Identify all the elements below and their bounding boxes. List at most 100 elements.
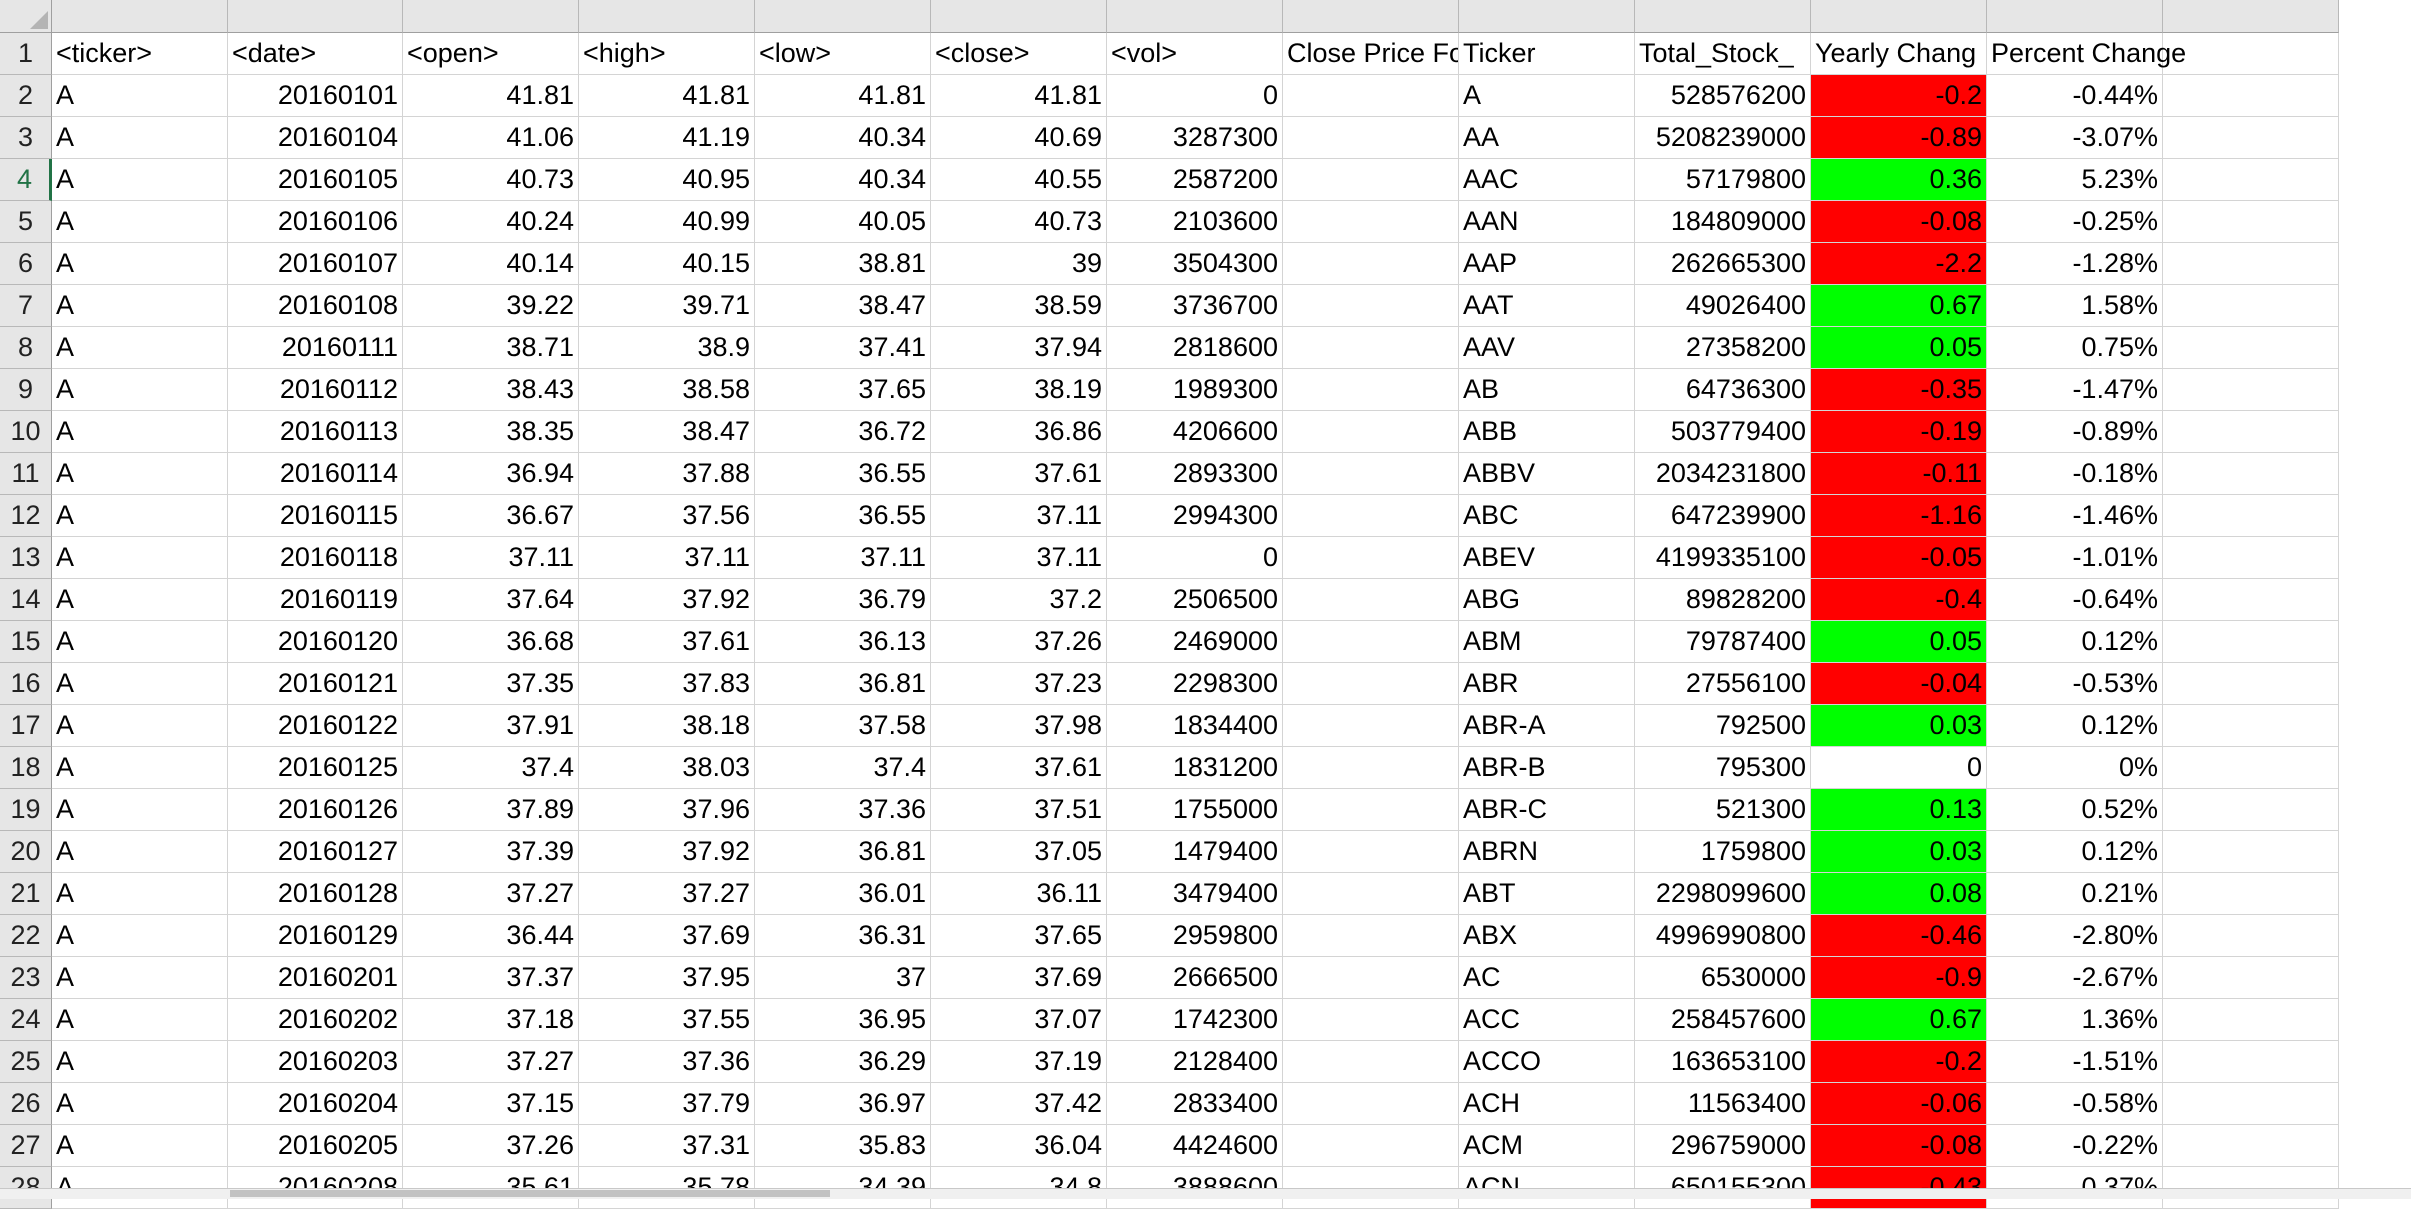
cell-g9[interactable]: 1989300: [1107, 369, 1283, 411]
cell-c26[interactable]: 37.15: [403, 1083, 579, 1125]
cell-a21[interactable]: A: [52, 873, 228, 915]
cell-h11[interactable]: [1283, 453, 1459, 495]
cell-j5[interactable]: 184809000: [1635, 201, 1811, 243]
row-header-19[interactable]: 19: [0, 789, 52, 831]
cell-b1[interactable]: <date>: [228, 33, 403, 75]
cell-i1[interactable]: Ticker: [1459, 33, 1635, 75]
cell-l9[interactable]: -1.47%: [1987, 369, 2163, 411]
cell-i13[interactable]: ABEV: [1459, 537, 1635, 579]
cell-i16[interactable]: ABR: [1459, 663, 1635, 705]
cell-h15[interactable]: [1283, 621, 1459, 663]
cell-k2[interactable]: -0.2: [1811, 75, 1987, 117]
cell-j21[interactable]: 2298099600: [1635, 873, 1811, 915]
row-header-22[interactable]: 22: [0, 915, 52, 957]
horizontal-scrollbar[interactable]: [0, 1188, 2411, 1199]
cell-e19[interactable]: 37.36: [755, 789, 931, 831]
cell-d1[interactable]: <high>: [579, 33, 755, 75]
cell-m14[interactable]: [2163, 579, 2339, 621]
cell-j26[interactable]: 11563400: [1635, 1083, 1811, 1125]
cell-f8[interactable]: 37.94: [931, 327, 1107, 369]
cell-h9[interactable]: [1283, 369, 1459, 411]
cell-a19[interactable]: A: [52, 789, 228, 831]
cell-k12[interactable]: -1.16: [1811, 495, 1987, 537]
cell-j13[interactable]: 4199335100: [1635, 537, 1811, 579]
cell-g7[interactable]: 3736700: [1107, 285, 1283, 327]
cell-e21[interactable]: 36.01: [755, 873, 931, 915]
cell-b10[interactable]: 20160113: [228, 411, 403, 453]
row-header-16[interactable]: 16: [0, 663, 52, 705]
cell-i5[interactable]: AAN: [1459, 201, 1635, 243]
cell-g1[interactable]: <vol>: [1107, 33, 1283, 75]
row-header-13[interactable]: 13: [0, 537, 52, 579]
cell-j3[interactable]: 5208239000: [1635, 117, 1811, 159]
row-header-27[interactable]: 27: [0, 1125, 52, 1167]
cell-e2[interactable]: 41.81: [755, 75, 931, 117]
cell-b18[interactable]: 20160125: [228, 747, 403, 789]
cell-b25[interactable]: 20160203: [228, 1041, 403, 1083]
column-header-i[interactable]: [1459, 0, 1635, 33]
cell-c10[interactable]: 38.35: [403, 411, 579, 453]
column-header-b[interactable]: [228, 0, 403, 33]
cell-j11[interactable]: 2034231800: [1635, 453, 1811, 495]
cell-i6[interactable]: AAP: [1459, 243, 1635, 285]
cell-d11[interactable]: 37.88: [579, 453, 755, 495]
cell-c21[interactable]: 37.27: [403, 873, 579, 915]
cell-m7[interactable]: [2163, 285, 2339, 327]
cell-f5[interactable]: 40.73: [931, 201, 1107, 243]
cell-a25[interactable]: A: [52, 1041, 228, 1083]
cell-c13[interactable]: 37.11: [403, 537, 579, 579]
cell-j22[interactable]: 4996990800: [1635, 915, 1811, 957]
column-header-f[interactable]: [931, 0, 1107, 33]
cell-b6[interactable]: 20160107: [228, 243, 403, 285]
cell-a13[interactable]: A: [52, 537, 228, 579]
cell-g6[interactable]: 3504300: [1107, 243, 1283, 285]
cell-b9[interactable]: 20160112: [228, 369, 403, 411]
cell-j23[interactable]: 6530000: [1635, 957, 1811, 999]
cell-l24[interactable]: 1.36%: [1987, 999, 2163, 1041]
cell-b23[interactable]: 20160201: [228, 957, 403, 999]
cell-f6[interactable]: 39: [931, 243, 1107, 285]
row-header-4[interactable]: 4: [0, 159, 52, 201]
cell-j10[interactable]: 503779400: [1635, 411, 1811, 453]
row-header-9[interactable]: 9: [0, 369, 52, 411]
cell-j18[interactable]: 795300: [1635, 747, 1811, 789]
cell-a14[interactable]: A: [52, 579, 228, 621]
cell-e20[interactable]: 36.81: [755, 831, 931, 873]
cell-c23[interactable]: 37.37: [403, 957, 579, 999]
cell-l1[interactable]: Percent Change: [1987, 33, 2186, 75]
cell-f20[interactable]: 37.05: [931, 831, 1107, 873]
cell-j16[interactable]: 27556100: [1635, 663, 1811, 705]
cell-l15[interactable]: 0.12%: [1987, 621, 2163, 663]
cell-d4[interactable]: 40.95: [579, 159, 755, 201]
cell-a15[interactable]: A: [52, 621, 228, 663]
cell-c25[interactable]: 37.27: [403, 1041, 579, 1083]
cell-g11[interactable]: 2893300: [1107, 453, 1283, 495]
cell-k26[interactable]: -0.06: [1811, 1083, 1987, 1125]
cell-m16[interactable]: [2163, 663, 2339, 705]
cell-j9[interactable]: 64736300: [1635, 369, 1811, 411]
cell-i20[interactable]: ABRN: [1459, 831, 1635, 873]
cell-d16[interactable]: 37.83: [579, 663, 755, 705]
cell-j27[interactable]: 296759000: [1635, 1125, 1811, 1167]
cell-f12[interactable]: 37.11: [931, 495, 1107, 537]
cell-i26[interactable]: ACH: [1459, 1083, 1635, 1125]
cell-h23[interactable]: [1283, 957, 1459, 999]
cell-f11[interactable]: 37.61: [931, 453, 1107, 495]
cell-i3[interactable]: AA: [1459, 117, 1635, 159]
cell-l12[interactable]: -1.46%: [1987, 495, 2163, 537]
cell-l27[interactable]: -0.22%: [1987, 1125, 2163, 1167]
cell-h16[interactable]: [1283, 663, 1459, 705]
cell-m6[interactable]: [2163, 243, 2339, 285]
column-header-e[interactable]: [755, 0, 931, 33]
cell-f19[interactable]: 37.51: [931, 789, 1107, 831]
cell-f21[interactable]: 36.11: [931, 873, 1107, 915]
cell-b2[interactable]: 20160101: [228, 75, 403, 117]
cell-a27[interactable]: A: [52, 1125, 228, 1167]
cell-l6[interactable]: -1.28%: [1987, 243, 2163, 285]
cell-f13[interactable]: 37.11: [931, 537, 1107, 579]
cell-b21[interactable]: 20160128: [228, 873, 403, 915]
cell-m10[interactable]: [2163, 411, 2339, 453]
row-header-24[interactable]: 24: [0, 999, 52, 1041]
cell-h14[interactable]: [1283, 579, 1459, 621]
cell-k5[interactable]: -0.08: [1811, 201, 1987, 243]
